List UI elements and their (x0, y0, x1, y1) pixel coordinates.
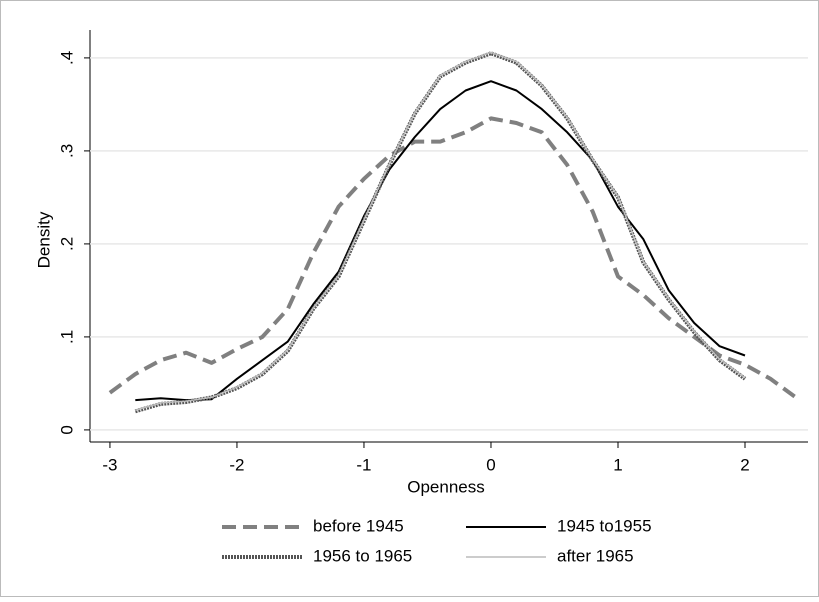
legend-label: before 1945 (313, 516, 404, 535)
x-tick-label: -1 (356, 455, 371, 474)
legend-label: after 1965 (557, 546, 634, 565)
series-line (135, 80, 746, 402)
y-tick-label: .2 (57, 237, 76, 251)
y-tick-label: 0 (57, 425, 76, 434)
y-tick-label: .4 (57, 51, 76, 65)
x-tick-label: 0 (486, 455, 495, 474)
series-line (108, 116, 797, 400)
x-axis-title: Openness (407, 477, 485, 496)
x-tick-label: -2 (229, 455, 244, 474)
legend-label: 1956 to 1965 (313, 546, 412, 565)
series-line (135, 51, 746, 412)
x-tick-label: -3 (102, 455, 117, 474)
legend-label: 1945 to1955 (557, 516, 652, 535)
y-tick-label: .1 (57, 330, 76, 344)
x-tick-label: 1 (613, 455, 622, 474)
y-tick-label: .3 (57, 144, 76, 158)
y-axis-title: Density (34, 211, 53, 268)
x-tick-label: 2 (740, 455, 749, 474)
